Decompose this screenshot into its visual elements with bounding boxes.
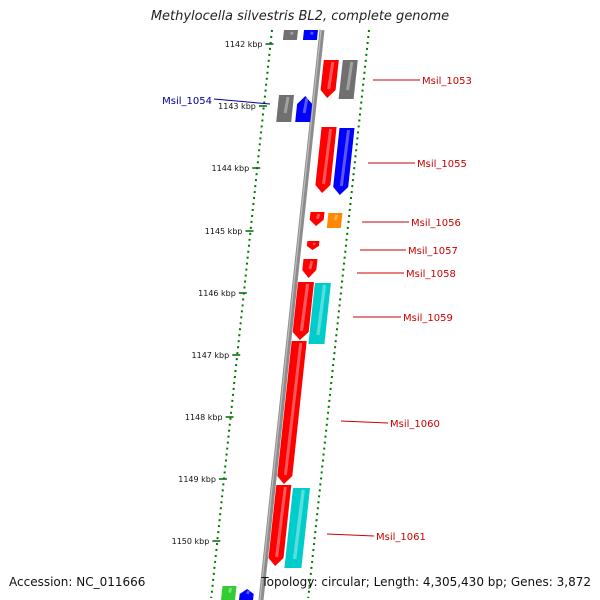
gene-label: Msil_1054 <box>162 96 212 107</box>
cds-reverse-block-shine <box>302 97 309 114</box>
kbp-tick-label: 1142 kbp <box>225 40 263 49</box>
orf-block <box>338 60 358 99</box>
cds-forward-block <box>268 485 292 566</box>
kbp-tick-label: 1148 kbp <box>185 413 223 422</box>
orf-block <box>284 488 310 568</box>
cds-forward-block-shine <box>339 129 351 187</box>
kbp-tick-label: 1147 kbp <box>192 351 230 360</box>
cds-forward-block-shine <box>299 283 310 332</box>
orf-block <box>276 95 294 122</box>
gene-label-leader <box>340 420 389 424</box>
orf-block-shine <box>283 96 290 114</box>
cds-forward-block-shine <box>275 486 287 558</box>
cds-forward-block <box>333 128 355 195</box>
cds-reverse-block-shine <box>310 31 314 36</box>
genome-backbone-highlight <box>259 29 322 600</box>
kbp-tick-label: 1146 kbp <box>198 289 236 298</box>
orf-block-shine <box>316 284 327 336</box>
gene-label: Msil_1059 <box>403 313 453 324</box>
inner-dotted-boundary <box>210 29 273 599</box>
orf-block <box>326 213 343 228</box>
kbp-tick-label: 1144 kbp <box>212 164 250 173</box>
orf-block-shine <box>228 587 233 594</box>
map-title: Methylocella silvestris BL2, complete ge… <box>150 9 450 24</box>
kbp-tick-label: 1143 kbp <box>218 102 256 111</box>
cds-forward-block <box>277 341 307 484</box>
cds-reverse-block <box>239 589 254 600</box>
cds-forward-block <box>292 282 314 340</box>
gene-label: Msil_1060 <box>390 419 440 430</box>
cds-forward-block-shine <box>312 242 316 246</box>
gene-label-leader <box>213 98 271 105</box>
orf-block-shine <box>292 489 305 560</box>
cds-forward-block-shine <box>316 213 321 220</box>
orf-block <box>221 586 237 600</box>
cds-reverse-block-shine <box>246 590 250 595</box>
gene-label: Msil_1058 <box>406 269 456 280</box>
cds-forward-block-shine <box>308 260 314 270</box>
gene-label: Msil_1057 <box>408 246 458 257</box>
cds-forward-block-shine <box>327 61 335 90</box>
orf-block <box>282 30 298 40</box>
accession-text: Accession: NC_011666 <box>9 575 146 589</box>
topology-text: Topology: circular; Length: 4,305,430 bp… <box>261 575 591 589</box>
cds-forward-block-shine <box>322 128 333 185</box>
kbp-tick-label: 1145 kbp <box>205 227 243 236</box>
gene-label: Msil_1053 <box>422 76 472 87</box>
cds-forward-block <box>315 127 337 193</box>
cds-forward-block <box>320 60 339 98</box>
cds-forward-block <box>302 259 318 278</box>
kbp-tick-label: 1149 kbp <box>178 475 216 484</box>
cds-forward-block <box>309 212 325 226</box>
kbp-tick-label: 1150 kbp <box>172 537 210 546</box>
genome-backbone <box>258 29 325 600</box>
gene-label-leader <box>326 533 375 537</box>
orf-block-shine <box>346 61 354 91</box>
orf-block <box>308 283 331 344</box>
cds-reverse-block <box>302 30 318 40</box>
cds-forward-block-shine <box>283 342 303 476</box>
gene-label: Msil_1055 <box>417 159 467 170</box>
gene-label: Msil_1056 <box>411 218 461 229</box>
orf-block-shine <box>290 31 294 36</box>
gene-label: Msil_1061 <box>376 532 426 543</box>
cds-reverse-block <box>295 96 313 122</box>
orf-block-shine <box>333 214 339 221</box>
cds-forward-block <box>306 241 320 250</box>
